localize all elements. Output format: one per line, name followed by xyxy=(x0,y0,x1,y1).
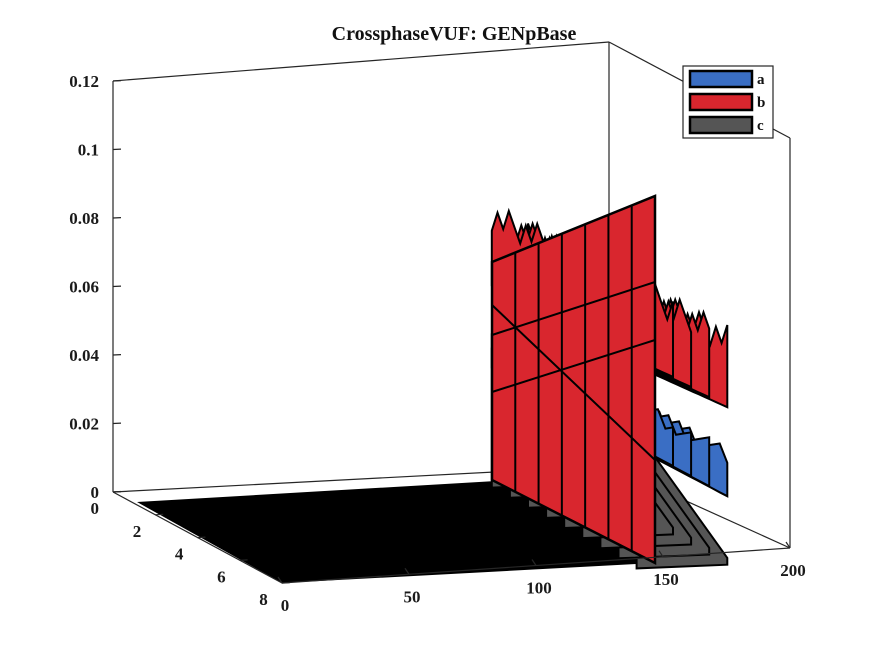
y-tick-label: 0 xyxy=(91,499,100,518)
x-tick-label: 0 xyxy=(281,596,290,615)
z-tick-label: 0.08 xyxy=(69,209,99,228)
y-tick-mark xyxy=(112,490,122,493)
legend-label-c: c xyxy=(757,118,764,134)
y-tick-label: 4 xyxy=(175,545,184,564)
floor-surface xyxy=(137,481,655,583)
x-tick-mark xyxy=(277,576,283,584)
y-tick-mark xyxy=(281,582,290,584)
y-tick-mark xyxy=(239,559,248,561)
x-tick-mark xyxy=(404,567,410,575)
x-axis-ticks: 0 50 100 150 200 xyxy=(277,541,806,615)
series-b-seam xyxy=(491,304,656,461)
y-tick-label: 6 xyxy=(217,567,226,586)
series-b-seam xyxy=(491,281,656,336)
legend: a b c xyxy=(682,65,774,139)
x-tick-label: 50 xyxy=(404,587,421,606)
legend-swatch-a xyxy=(688,69,754,89)
z-tick-label: 0.02 xyxy=(69,415,99,434)
y-tick-mark xyxy=(155,513,164,516)
x-tick-mark xyxy=(531,559,537,566)
x-tick-label: 150 xyxy=(653,570,679,589)
x-tick-label: 200 xyxy=(780,561,806,580)
z-tick-label: 0 xyxy=(91,483,100,502)
legend-swatch-c xyxy=(688,115,754,135)
z-tick-label: 0.1 xyxy=(78,141,99,160)
legend-label-b: b xyxy=(757,95,765,111)
x-tick-mark xyxy=(785,541,791,549)
legend-swatch-b xyxy=(688,92,754,112)
y-tick-label: 2 xyxy=(133,522,142,541)
y-tick-label: 8 xyxy=(259,590,268,609)
y-axis-ticks: 0 2 4 6 8 xyxy=(91,490,290,609)
z-tick-label: 0.04 xyxy=(69,346,99,365)
series-b-seam xyxy=(491,339,656,393)
x-tick-mark xyxy=(658,550,664,558)
z-axis-ticks: 0 0.02 0.04 0.06 0.08 0.1 0.12 xyxy=(69,72,122,502)
z-tick-label: 0.12 xyxy=(69,72,99,91)
chart-title: CrossphaseVUF: GENpBase xyxy=(332,23,577,45)
series-b-surface xyxy=(490,194,729,566)
z-tick-label: 0.06 xyxy=(69,278,99,297)
y-tick-mark xyxy=(197,536,206,539)
x-tick-label: 100 xyxy=(526,579,552,598)
legend-label-a: a xyxy=(757,72,765,88)
series-b-front-wall xyxy=(490,194,657,566)
